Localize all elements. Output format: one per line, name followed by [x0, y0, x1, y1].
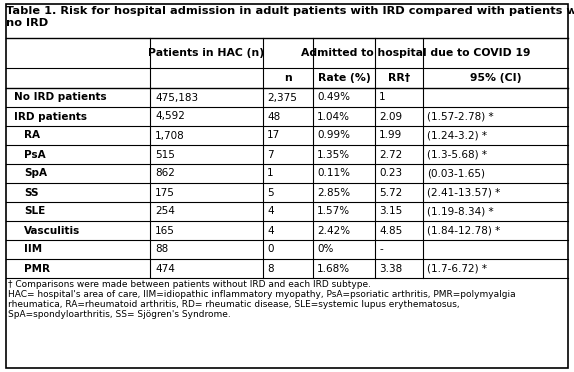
Text: SS: SS [24, 187, 38, 198]
Text: IRD patients: IRD patients [14, 112, 87, 122]
Text: PMR: PMR [24, 263, 50, 273]
Text: 88: 88 [155, 244, 168, 254]
Text: 17: 17 [267, 131, 280, 141]
Text: 515: 515 [155, 150, 175, 160]
Text: 1.68%: 1.68% [317, 263, 350, 273]
Text: 1: 1 [267, 169, 274, 179]
Text: 5: 5 [267, 187, 274, 198]
Text: HAC= hospital's area of care, IIM=idiopathic inflammatory myopathy, PsA=psoriati: HAC= hospital's area of care, IIM=idiopa… [8, 290, 515, 299]
Text: (1.24-3.2) *: (1.24-3.2) * [427, 131, 487, 141]
Text: (2.41-13.57) *: (2.41-13.57) * [427, 187, 501, 198]
Text: (1.57-2.78) *: (1.57-2.78) * [427, 112, 494, 122]
Text: 0.23: 0.23 [379, 169, 402, 179]
Text: 2.72: 2.72 [379, 150, 402, 160]
Text: 4.85: 4.85 [379, 225, 402, 235]
Text: 4: 4 [267, 206, 274, 217]
Text: (0.03-1.65): (0.03-1.65) [427, 169, 485, 179]
Text: no IRD: no IRD [6, 18, 48, 28]
Text: 3.15: 3.15 [379, 206, 402, 217]
Text: 1: 1 [379, 93, 386, 103]
Text: Patients in HAC (n): Patients in HAC (n) [149, 48, 265, 58]
Text: 3.38: 3.38 [379, 263, 402, 273]
Text: 7: 7 [267, 150, 274, 160]
Text: 0.11%: 0.11% [317, 169, 350, 179]
Text: † Comparisons were made between patients without IRD and each IRD subtype.: † Comparisons were made between patients… [8, 280, 371, 289]
Text: No IRD patients: No IRD patients [14, 93, 107, 103]
Text: 0: 0 [267, 244, 273, 254]
Text: 95% (CI): 95% (CI) [470, 73, 521, 83]
Text: Rate (%): Rate (%) [317, 73, 370, 83]
Text: 2.09: 2.09 [379, 112, 402, 122]
Text: 1.04%: 1.04% [317, 112, 350, 122]
Text: 1.57%: 1.57% [317, 206, 350, 217]
Text: (1.84-12.78) *: (1.84-12.78) * [427, 225, 501, 235]
Text: 4: 4 [267, 225, 274, 235]
Text: 474: 474 [155, 263, 175, 273]
Text: 862: 862 [155, 169, 175, 179]
Text: Admitted to hospital due to COVID 19: Admitted to hospital due to COVID 19 [301, 48, 530, 58]
Text: RR†: RR† [388, 73, 410, 83]
Text: 1.99: 1.99 [379, 131, 402, 141]
Text: (1.7-6.72) *: (1.7-6.72) * [427, 263, 487, 273]
Text: 1.35%: 1.35% [317, 150, 350, 160]
Text: Vasculitis: Vasculitis [24, 225, 80, 235]
Text: n: n [284, 73, 292, 83]
Text: PsA: PsA [24, 150, 45, 160]
Text: 2,375: 2,375 [267, 93, 297, 103]
Text: 0.99%: 0.99% [317, 131, 350, 141]
Text: 475,183: 475,183 [155, 93, 198, 103]
Text: 8: 8 [267, 263, 274, 273]
Text: 0.49%: 0.49% [317, 93, 350, 103]
Text: (1.19-8.34) *: (1.19-8.34) * [427, 206, 494, 217]
Text: SLE: SLE [24, 206, 45, 217]
Text: SpA: SpA [24, 169, 47, 179]
Text: IIM: IIM [24, 244, 42, 254]
Text: 2.42%: 2.42% [317, 225, 350, 235]
Text: 254: 254 [155, 206, 175, 217]
Text: 1,708: 1,708 [155, 131, 185, 141]
Text: Table 1. Risk for hospital admission in adult patients with IRD compared with pa: Table 1. Risk for hospital admission in … [6, 6, 574, 16]
Text: 4,592: 4,592 [155, 112, 185, 122]
Text: 5.72: 5.72 [379, 187, 402, 198]
Text: RA: RA [24, 131, 40, 141]
Text: 48: 48 [267, 112, 280, 122]
Text: 175: 175 [155, 187, 175, 198]
Text: 0%: 0% [317, 244, 333, 254]
Text: 2.85%: 2.85% [317, 187, 350, 198]
Text: SpA=spondyloarthritis, SS= Sjögren's Syndrome.: SpA=spondyloarthritis, SS= Sjögren's Syn… [8, 310, 231, 319]
Text: 165: 165 [155, 225, 175, 235]
Text: -: - [379, 244, 383, 254]
Text: rheumatica, RA=rheumatoid arthritis, RD= rheumatic disease, SLE=systemic lupus e: rheumatica, RA=rheumatoid arthritis, RD=… [8, 300, 460, 309]
Text: (1.3-5.68) *: (1.3-5.68) * [427, 150, 487, 160]
